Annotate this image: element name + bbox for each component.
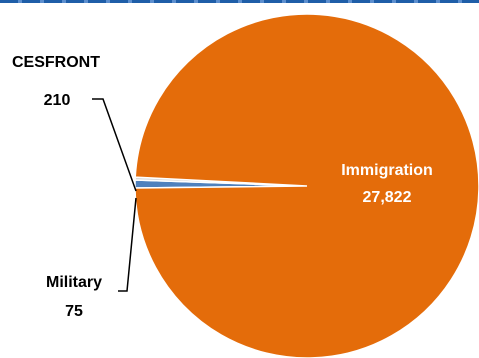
- leader-line-cesfront: [92, 98, 137, 192]
- top-border-line: [0, 0, 479, 3]
- slice-labels: CESFRONT 210 Immigration 27,822 Military…: [12, 54, 433, 320]
- label-military-name: Military: [46, 274, 102, 291]
- label-military-value: 75: [65, 303, 83, 320]
- label-cesfront-value: 210: [44, 92, 71, 109]
- leader-lines: [92, 98, 137, 292]
- label-cesfront-name: CESFRONT: [12, 54, 100, 71]
- top-border-dash: [0, 0, 479, 3]
- label-immigration-value: 27,822: [363, 189, 412, 206]
- pie-slices: [134, 13, 479, 358]
- leader-line-military: [118, 197, 137, 292]
- label-immigration-name: Immigration: [341, 162, 433, 179]
